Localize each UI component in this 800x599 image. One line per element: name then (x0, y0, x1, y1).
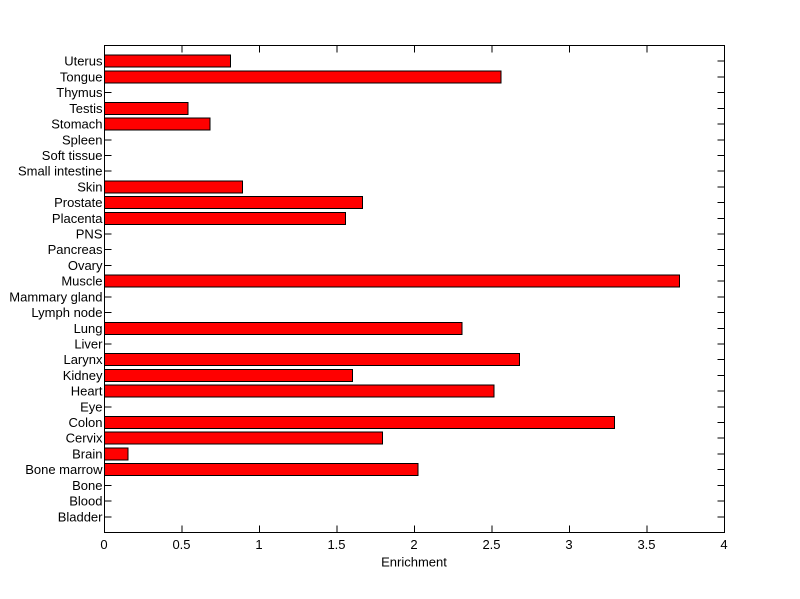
svg-text:Brain: Brain (72, 446, 102, 461)
svg-text:Kidney: Kidney (63, 368, 103, 383)
svg-text:2: 2 (410, 537, 417, 552)
svg-text:Blood: Blood (69, 494, 102, 509)
svg-text:1: 1 (255, 537, 262, 552)
svg-text:Testis: Testis (69, 101, 103, 116)
svg-text:Skin: Skin (77, 179, 102, 194)
svg-text:Mammary gland: Mammary gland (9, 289, 102, 304)
svg-text:Liver: Liver (74, 336, 103, 351)
svg-text:Bone marrow: Bone marrow (25, 462, 103, 477)
svg-text:Thymus: Thymus (56, 85, 103, 100)
svg-text:Soft tissue: Soft tissue (42, 148, 103, 163)
svg-text:Spleen: Spleen (62, 132, 102, 147)
svg-text:Placenta: Placenta (52, 211, 103, 226)
svg-text:0: 0 (100, 537, 107, 552)
svg-text:Bladder: Bladder (58, 509, 103, 524)
svg-text:3.5: 3.5 (637, 537, 655, 552)
svg-text:Lung: Lung (74, 321, 103, 336)
svg-text:Pancreas: Pancreas (48, 242, 103, 257)
svg-text:Cervix: Cervix (66, 431, 103, 446)
svg-text:4: 4 (720, 537, 727, 552)
svg-text:Prostate: Prostate (54, 195, 102, 210)
svg-text:Uterus: Uterus (64, 54, 103, 69)
svg-text:0.5: 0.5 (172, 537, 190, 552)
svg-text:2.5: 2.5 (482, 537, 500, 552)
svg-text:Small intestine: Small intestine (18, 164, 103, 179)
svg-text:Muscle: Muscle (61, 274, 102, 289)
svg-text:Lymph node: Lymph node (31, 305, 102, 320)
svg-text:3: 3 (565, 537, 572, 552)
svg-text:Heart: Heart (71, 384, 103, 399)
svg-text:Ovary: Ovary (68, 258, 103, 273)
svg-text:Tongue: Tongue (60, 69, 103, 84)
svg-text:Eye: Eye (80, 399, 102, 414)
svg-text:Bone: Bone (72, 478, 102, 493)
svg-text:Colon: Colon (69, 415, 103, 430)
svg-text:Larynx: Larynx (63, 352, 103, 367)
svg-text:Enrichment: Enrichment (381, 555, 447, 570)
svg-text:PNS: PNS (76, 227, 103, 242)
svg-text:1.5: 1.5 (327, 537, 345, 552)
svg-text:Stomach: Stomach (51, 117, 102, 132)
